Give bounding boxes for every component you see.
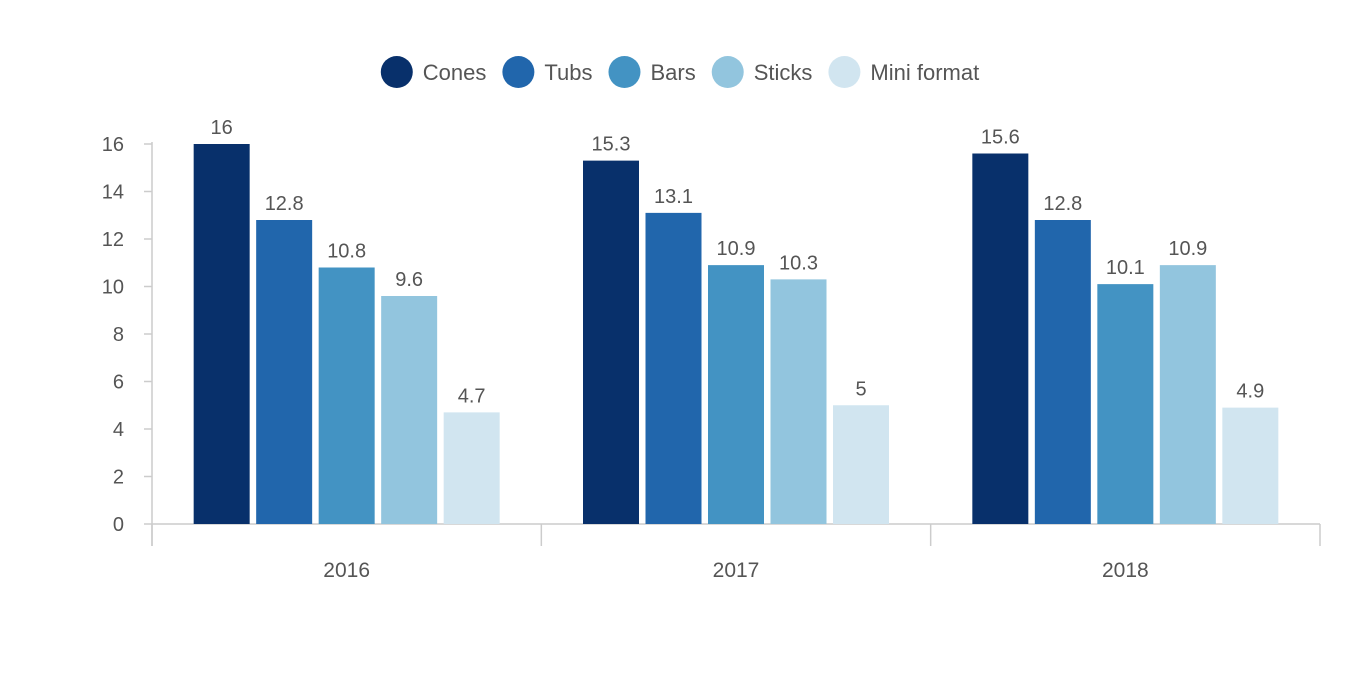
bar-cones-2016[interactable] bbox=[193, 144, 250, 524]
legend: Cones Tubs Bars Sticks Mini format bbox=[380, 56, 979, 88]
y-axis: 0 2 4 6 8 10 12 14 16 bbox=[102, 134, 153, 546]
data-label: 4.9 bbox=[1236, 381, 1264, 403]
data-label: 12.8 bbox=[1043, 193, 1082, 215]
x-axis: 2016 2017 2018 bbox=[151, 523, 1321, 582]
y-tick-label: 4 bbox=[113, 419, 124, 441]
y-tick-label: 8 bbox=[113, 324, 124, 346]
legend-item-mini-format[interactable]: Mini format bbox=[828, 56, 979, 88]
bar-mini-format-2018[interactable] bbox=[1222, 407, 1279, 524]
data-label: 9.6 bbox=[395, 269, 423, 291]
data-label: 13.1 bbox=[654, 186, 693, 208]
data-label: 10.8 bbox=[327, 241, 366, 263]
legend-item-sticks[interactable]: Sticks bbox=[711, 56, 813, 88]
bar-mini-format-2016[interactable] bbox=[443, 412, 500, 524]
data-labels: 16 12.8 10.8 9.6 4.7 15.3 13.1 10.9 10.3 5 15.6 12.… bbox=[211, 117, 1265, 407]
bar-tubs-2018[interactable] bbox=[1034, 220, 1091, 524]
data-label: 15.3 bbox=[592, 134, 631, 156]
legend-item-cones[interactable]: Cones bbox=[380, 56, 487, 88]
bar-bars-2017[interactable] bbox=[708, 265, 764, 524]
legend-swatch bbox=[502, 56, 535, 88]
y-tick-label: 0 bbox=[113, 514, 124, 536]
legend-swatch bbox=[608, 56, 641, 88]
bar-cones-2018[interactable] bbox=[972, 153, 1029, 525]
bars bbox=[193, 144, 1279, 525]
bar-bars-2016[interactable] bbox=[318, 267, 375, 525]
bar-bars-2018[interactable] bbox=[1097, 284, 1154, 524]
data-label: 10.1 bbox=[1106, 257, 1145, 279]
data-label: 5 bbox=[855, 378, 866, 400]
bar-tubs-2016[interactable] bbox=[256, 220, 313, 524]
legend-item-bars[interactable]: Bars bbox=[608, 56, 696, 88]
data-label: 10.9 bbox=[717, 238, 756, 260]
data-label: 10.3 bbox=[779, 252, 818, 274]
x-category-label: 2018 bbox=[1102, 559, 1149, 582]
x-category-label: 2016 bbox=[323, 559, 370, 582]
bar-sticks-2017[interactable] bbox=[770, 279, 827, 524]
legend-label: Tubs bbox=[544, 60, 592, 85]
y-tick-label: 2 bbox=[113, 467, 124, 489]
data-label: 12.8 bbox=[265, 193, 304, 215]
legend-swatch bbox=[711, 56, 744, 88]
data-label: 15.6 bbox=[981, 127, 1020, 149]
data-label: 10.9 bbox=[1168, 238, 1207, 260]
y-tick-label: 6 bbox=[113, 372, 124, 394]
y-tick-label: 12 bbox=[102, 229, 124, 251]
legend-label: Mini format bbox=[870, 60, 979, 85]
legend-swatch bbox=[828, 56, 861, 88]
legend-label: Sticks bbox=[754, 60, 813, 85]
legend-swatch bbox=[380, 56, 413, 88]
y-tick-label: 16 bbox=[102, 134, 124, 156]
y-tick-label: 14 bbox=[102, 182, 124, 204]
bar-cones-2017[interactable] bbox=[583, 160, 639, 524]
x-category-label: 2017 bbox=[713, 559, 760, 582]
data-label: 16 bbox=[211, 117, 233, 139]
legend-label: Bars bbox=[650, 60, 695, 85]
data-label: 4.7 bbox=[458, 385, 486, 407]
legend-item-tubs[interactable]: Tubs bbox=[502, 56, 592, 88]
bar-mini-format-2017[interactable] bbox=[833, 405, 889, 524]
legend-label: Cones bbox=[423, 60, 487, 85]
bar-sticks-2018[interactable] bbox=[1159, 265, 1216, 524]
bar-sticks-2016[interactable] bbox=[381, 296, 438, 524]
y-tick-label: 10 bbox=[102, 277, 124, 299]
bar-tubs-2017[interactable] bbox=[645, 212, 702, 524]
